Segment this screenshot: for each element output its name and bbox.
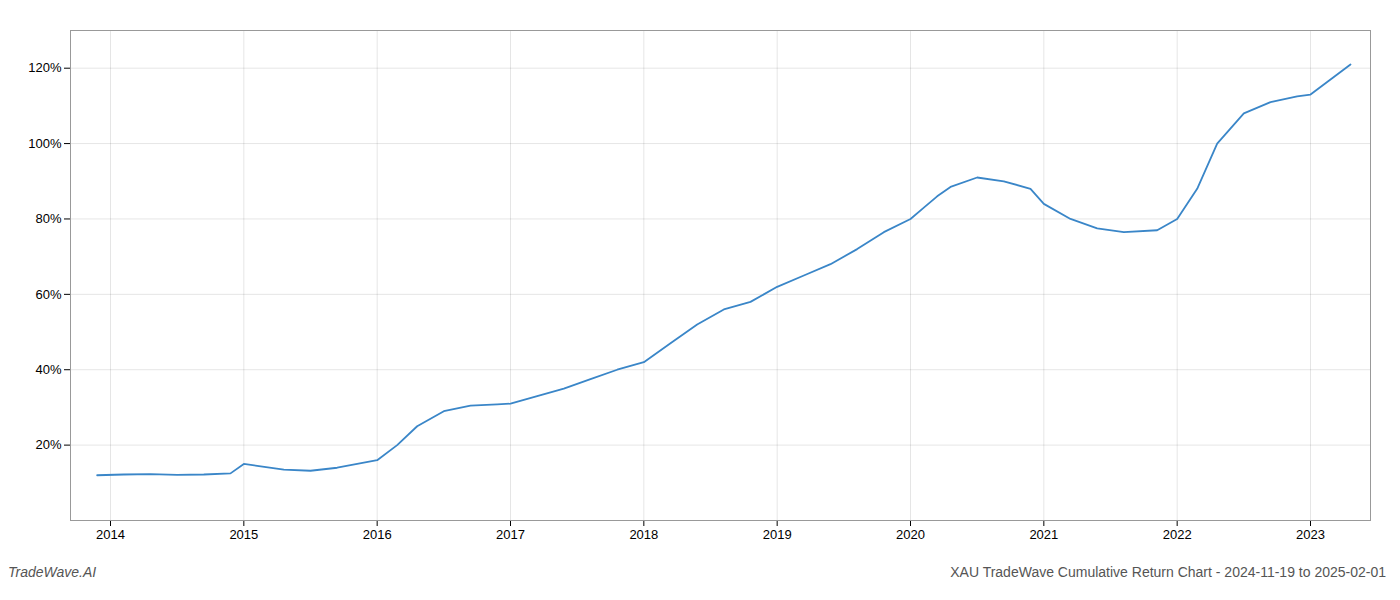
svg-text:2019: 2019	[763, 527, 792, 542]
svg-text:2023: 2023	[1296, 527, 1325, 542]
svg-text:2016: 2016	[363, 527, 392, 542]
svg-text:80%: 80%	[35, 211, 61, 226]
svg-text:20%: 20%	[35, 437, 61, 452]
svg-text:2022: 2022	[1163, 527, 1192, 542]
svg-text:2020: 2020	[896, 527, 925, 542]
svg-text:100%: 100%	[28, 136, 62, 151]
svg-text:2015: 2015	[229, 527, 258, 542]
svg-text:60%: 60%	[35, 287, 61, 302]
html-text:TradeWave.AI: TradeWave.AI	[8, 564, 97, 580]
html-text:XAU TradeWave Cumulative Retur: XAU TradeWave Cumulative Return Chart - …	[950, 564, 1386, 580]
svg-text:120%: 120%	[28, 60, 62, 75]
svg-text:2018: 2018	[629, 527, 658, 542]
svg-text:2014: 2014	[96, 527, 125, 542]
svg-text:2021: 2021	[1029, 527, 1058, 542]
svg-text:2017: 2017	[496, 527, 525, 542]
svg-text:40%: 40%	[35, 362, 61, 377]
